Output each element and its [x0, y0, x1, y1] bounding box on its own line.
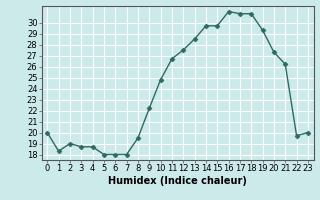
X-axis label: Humidex (Indice chaleur): Humidex (Indice chaleur) — [108, 176, 247, 186]
